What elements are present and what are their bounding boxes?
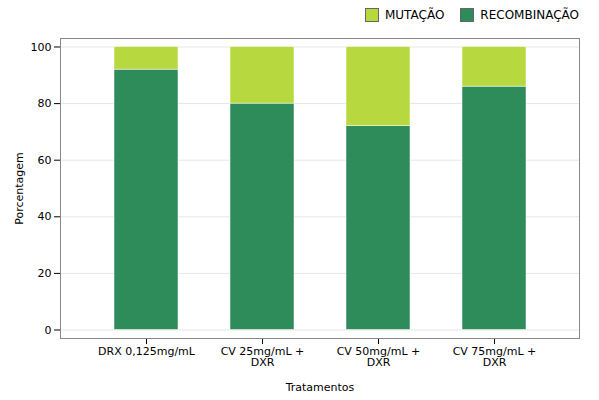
svg-text:CV 25mg/mL +DXR: CV 25mg/mL +DXR [221, 345, 305, 369]
svg-text:Porcentagem: Porcentagem [13, 152, 26, 225]
svg-text:80: 80 [38, 97, 52, 110]
svg-text:40: 40 [38, 210, 52, 223]
svg-text:Tratamentos: Tratamentos [285, 381, 355, 394]
svg-text:CV 75mg/mL +DXR: CV 75mg/mL +DXR [453, 345, 537, 369]
svg-text:0: 0 [45, 324, 52, 337]
svg-text:CV 50mg/mL +DXR: CV 50mg/mL +DXR [337, 345, 421, 369]
svg-text:DRX 0,125mg/mL: DRX 0,125mg/mL [98, 345, 196, 358]
svg-text:60: 60 [38, 154, 52, 167]
svg-text:20: 20 [38, 267, 52, 280]
svg-text:100: 100 [31, 41, 52, 54]
html-text:RECOMBINAÇÃO: RECOMBINAÇÃO [480, 8, 579, 22]
html-text:MUTAÇÃO: MUTAÇÃO [385, 8, 445, 22]
